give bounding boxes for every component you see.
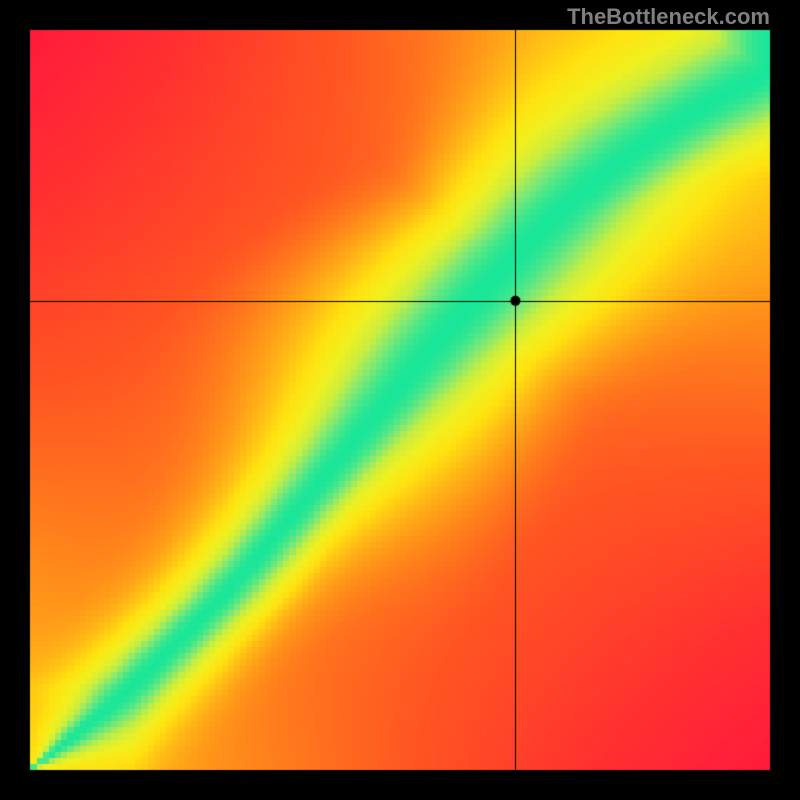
chart-container: TheBottleneck.com [0, 0, 800, 800]
watermark-text: TheBottleneck.com [567, 4, 770, 30]
bottleneck-heatmap [0, 0, 800, 800]
